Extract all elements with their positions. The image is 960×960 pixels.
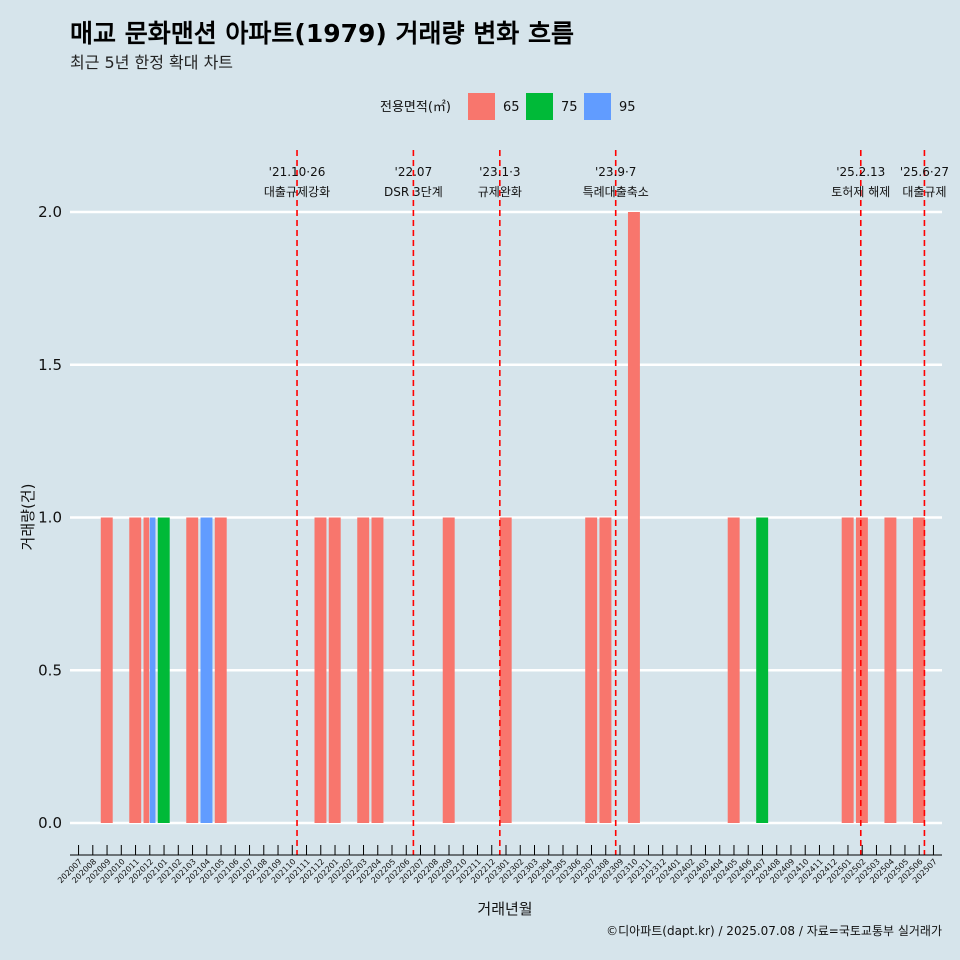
legend-swatch-75 — [526, 93, 553, 120]
event-date-label: '25.2.13 — [836, 165, 885, 179]
chart-title: 매교 문화맨션 아파트(1979) 거래량 변화 흐름 — [70, 19, 574, 48]
event-desc-label: DSR 3단계 — [384, 185, 443, 199]
bar-202009-65 — [100, 517, 113, 823]
chart-subtitle: 최근 5년 한정 확대 차트 — [70, 53, 233, 72]
y-tick-label: 1.5 — [38, 356, 62, 374]
bar-202103-65 — [186, 517, 199, 823]
bars — [100, 212, 925, 823]
bar-202203-65 — [357, 517, 370, 823]
y-axis-label: 거래량(건) — [19, 484, 37, 551]
bar-202012-65 — [143, 517, 150, 823]
event-date-label: '25.6·27 — [900, 165, 949, 179]
bar-202307-65 — [585, 517, 598, 823]
bar-202201-65 — [328, 517, 341, 823]
event-date-label: '21.10·26 — [269, 165, 326, 179]
event-date-label: '22.07 — [395, 165, 433, 179]
event-desc-label: 대출규제강화 — [264, 185, 330, 199]
bar-202504-65 — [884, 517, 897, 823]
bar-202407-75 — [756, 517, 769, 823]
bar-202204-65 — [371, 517, 384, 823]
event-desc-label: 토허제 해제 — [831, 185, 890, 199]
bar-202105-65 — [214, 517, 227, 823]
legend-swatch-65 — [468, 93, 495, 120]
event-date-label: '23.1·3 — [479, 165, 520, 179]
legend-title: 전용면적(㎡) — [380, 100, 451, 115]
bar-202209-65 — [442, 517, 455, 823]
event-desc-label: 대출규제 — [902, 185, 946, 199]
y-tick-label: 2.0 — [38, 203, 62, 221]
event-markers: '21.10·26 대출규제강화 '22.07 DSR 3단계 '23.1·3 규제완화 '… — [264, 150, 949, 855]
bar-202501-65 — [841, 517, 854, 823]
y-tick-label: 1.0 — [38, 509, 62, 527]
bar-202101-75 — [157, 517, 170, 823]
legend-label-95: 95 — [619, 100, 636, 115]
bar-202310-65 — [627, 212, 640, 823]
event-desc-label: 특례대출축소 — [583, 185, 649, 199]
event-desc-label: 규제완화 — [478, 185, 522, 199]
bar-202104-95 — [200, 517, 213, 823]
legend: 전용면적(㎡) 65 75 95 — [380, 93, 636, 120]
event-date-label: '23.9·7 — [595, 165, 636, 179]
caption: ©디아파트(dapt.kr) / 2025.07.08 / 자료=국토교통부 실… — [606, 924, 942, 938]
bar-202012-95 — [149, 517, 156, 823]
bar-202301-65 — [499, 517, 512, 823]
y-tick-label: 0.0 — [38, 814, 62, 832]
bar-202308-65 — [599, 517, 612, 823]
legend-label-65: 65 — [503, 100, 520, 115]
y-tick-label: 0.5 — [38, 661, 62, 679]
bar-202112-65 — [314, 517, 327, 823]
x-axis: 2020072020082020092020102020112020122021… — [56, 845, 942, 885]
legend-label-75: 75 — [561, 100, 578, 115]
bar-202502-65 — [855, 517, 868, 823]
bar-202011-65 — [129, 517, 142, 823]
bar-202405-65 — [727, 517, 740, 823]
bar-202506-65 — [912, 517, 925, 823]
x-axis-label: 거래년월 — [477, 900, 532, 918]
legend-swatch-95 — [584, 93, 611, 120]
y-axis-ticks: 0.0 0.5 1.0 1.5 2.0 — [38, 203, 62, 832]
